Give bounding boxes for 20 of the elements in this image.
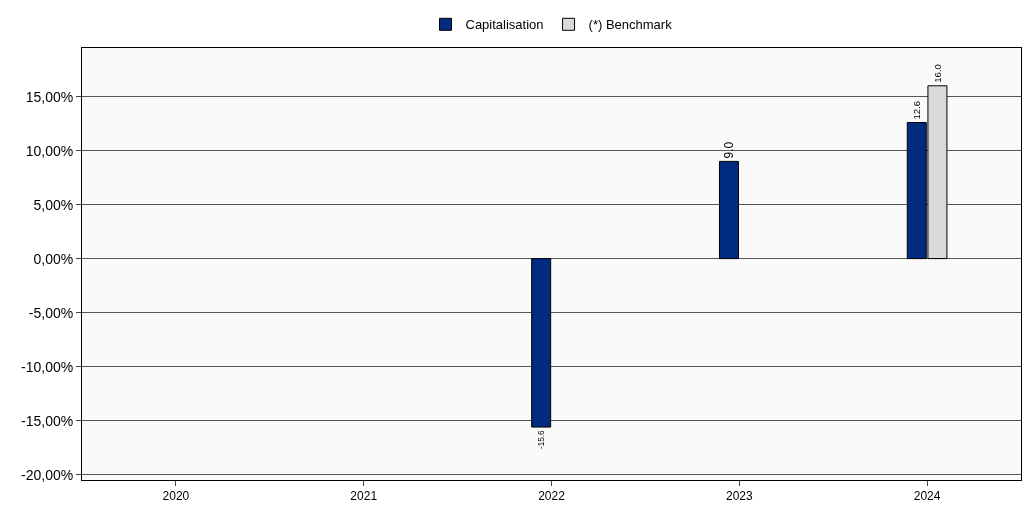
legend-label: (*) Benchmark [588,17,673,33]
y-tick-label: 15,00% [25,88,74,105]
y-tick-label: 10,00% [25,142,74,159]
x-tick-label: 2020 [162,489,190,504]
y-tick-label: -20,00% [21,466,74,483]
y-tick-label: -10,00% [21,358,74,375]
data-label: 12.6 [910,100,922,120]
x-tick-label: 2023 [725,489,753,504]
x-tick-label: 2022 [538,489,566,504]
x-tick-label: 2024 [913,489,941,504]
y-tick-label: 0,00% [33,250,74,267]
legend-label: Capitalisation [465,17,544,33]
x-tick-label: 2021 [350,489,378,504]
y-tick-label: 5,00% [33,196,74,213]
y-tick-label: -15,00% [21,412,74,429]
bar [531,258,552,428]
data-label: 16.0 [931,64,943,83]
y-tick-label: -5,00% [28,304,74,321]
bar [718,160,739,260]
data-label: 9.0 [721,141,736,159]
